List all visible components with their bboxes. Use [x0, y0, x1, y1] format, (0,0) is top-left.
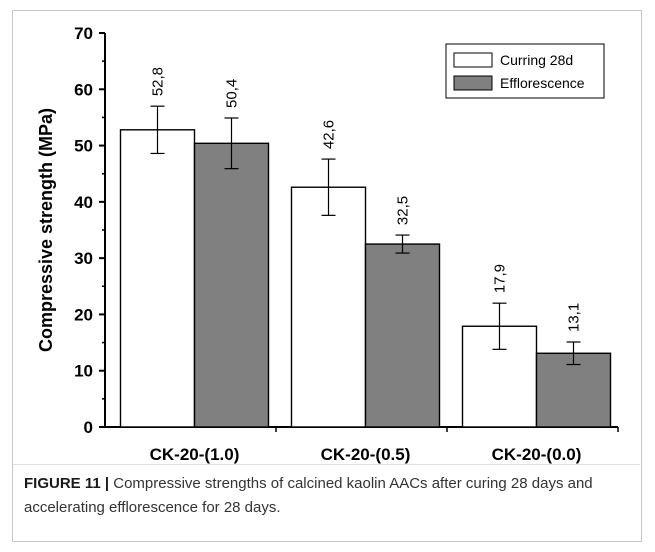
- caption-label: FIGURE 11 |: [24, 475, 110, 492]
- y-tick-label: 50: [74, 137, 93, 156]
- y-axis-title: Compressive strength (MPa): [36, 108, 56, 352]
- y-tick-label: 20: [74, 305, 93, 324]
- bar-efflorescence: [535, 352, 612, 428]
- y-tick-label: 30: [74, 249, 93, 268]
- legend-label: Curring 28d: [500, 52, 573, 68]
- legend-label: Efflorescence: [500, 75, 585, 91]
- legend-swatch-efflorescence: [453, 75, 493, 91]
- y-tick-label: 70: [74, 24, 93, 43]
- bar-efflorescence: [193, 142, 270, 428]
- x-tick-label: CK-20-(0.0): [492, 445, 582, 464]
- data-label: 32,5: [395, 196, 412, 225]
- legend-swatch-curring: [453, 52, 493, 68]
- figure-caption: FIGURE 11 | Compressive strengths of cal…: [24, 472, 634, 520]
- y-tick-label: 60: [74, 80, 93, 99]
- bar-curring: [119, 129, 196, 428]
- y-tick-label: 40: [74, 193, 93, 212]
- y-tick-label: 10: [74, 362, 93, 381]
- caption-text: Compressive strengths of calcined kaolin…: [24, 475, 593, 516]
- caption-divider: [13, 464, 640, 465]
- bar-curring: [290, 186, 367, 428]
- bar-efflorescence: [364, 243, 441, 428]
- x-tick-label: CK-20-(1.0): [150, 445, 240, 464]
- x-tick-label: CK-20-(0.5): [321, 445, 411, 464]
- bar-chart: 0 10 20 30 40 50 60 70 Compressive strength (MPa…: [36, 24, 619, 464]
- y-tick-label: 0: [84, 418, 93, 437]
- data-label: 17,9: [492, 264, 509, 293]
- data-label: 42,6: [321, 120, 338, 149]
- data-label: 50,4: [224, 79, 241, 108]
- data-label: 52,8: [150, 67, 167, 96]
- data-label: 13,1: [566, 303, 583, 332]
